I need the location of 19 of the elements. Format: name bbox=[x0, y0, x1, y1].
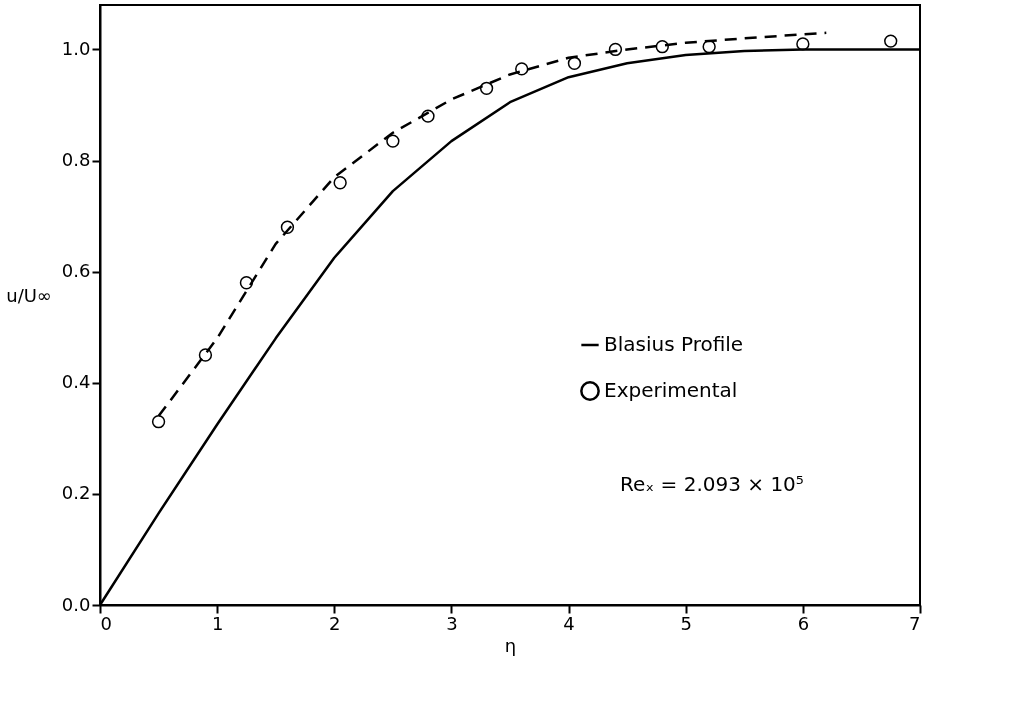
x-tick-label: 4 bbox=[563, 612, 575, 634]
y-tick-label: 0.2 bbox=[61, 482, 91, 504]
y-axis-title: u/U∞ bbox=[6, 284, 52, 306]
y-tick-label: 0.4 bbox=[61, 371, 91, 393]
x-tick-label: 2 bbox=[329, 612, 341, 634]
annotation: Reₓ = 2.093 × 10⁵ bbox=[620, 472, 804, 496]
x-axis-title: η bbox=[504, 634, 517, 656]
y-tick-label: 1.0 bbox=[61, 37, 91, 59]
x-tick-label: 3 bbox=[446, 612, 458, 634]
x-tick-label: 0 bbox=[100, 612, 112, 634]
y-tick-label: 0.0 bbox=[61, 593, 91, 615]
x-tick-label: 7 bbox=[909, 612, 921, 634]
x-tick-label: 6 bbox=[797, 612, 810, 634]
y-tick-label: 0.8 bbox=[61, 149, 91, 171]
x-tick-label: 1 bbox=[211, 612, 224, 634]
legend-label: Experimental bbox=[604, 378, 738, 402]
y-tick-label: 0.6 bbox=[61, 260, 91, 282]
x-tick-label: 5 bbox=[680, 612, 692, 634]
legend-label: Blasius Profile bbox=[604, 332, 744, 356]
